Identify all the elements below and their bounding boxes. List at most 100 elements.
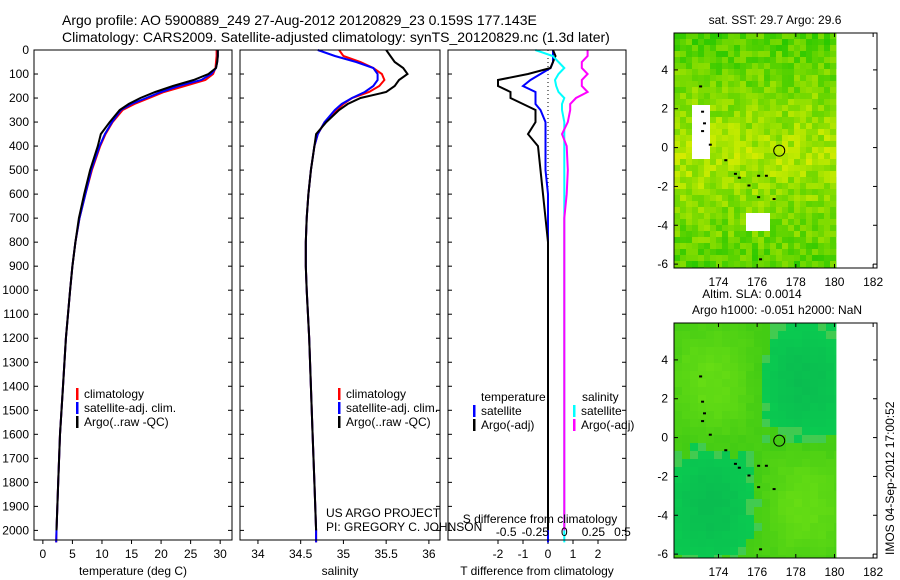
heatmap-cell (752, 45, 758, 51)
heatmap-cell (812, 63, 818, 69)
heatmap-cell (764, 63, 770, 69)
heatmap-cell (818, 379, 826, 387)
heatmap-cell (722, 183, 728, 189)
heatmap-cell (818, 165, 824, 171)
heatmap-cell (830, 201, 836, 207)
heatmap-cell (788, 237, 794, 243)
heatmap-cell (674, 69, 680, 75)
heatmap-cell (834, 331, 837, 339)
heatmap-cell (674, 123, 680, 129)
heatmap-cell (758, 213, 764, 219)
heatmap-cell (788, 129, 794, 135)
heatmap-cell (710, 57, 716, 63)
heatmap-cell (710, 207, 716, 213)
heatmap-cell (794, 355, 802, 363)
heatmap-cell (704, 87, 710, 93)
heatmap-cell (706, 539, 714, 547)
heatmap-cell (674, 45, 680, 51)
heatmap-cell (716, 123, 722, 129)
heatmap-cell (680, 225, 686, 231)
heatmap-cell (794, 87, 800, 93)
heatmap-cell (758, 255, 764, 261)
heatmap-cell (806, 261, 812, 267)
heatmap-cell (692, 135, 698, 141)
heatmap-cell (734, 87, 740, 93)
heatmap-cell (826, 403, 834, 411)
heatmap-cell (692, 171, 698, 177)
heatmap-cell (786, 539, 794, 547)
heatmap-cell (710, 255, 716, 261)
heatmap-cell (794, 135, 800, 141)
heatmap-cell (778, 363, 786, 371)
heatmap-cell (698, 39, 704, 45)
heatmap-cell (818, 153, 824, 159)
heatmap-cell (730, 427, 738, 435)
heatmap-cell (730, 451, 738, 459)
heatmap-cell (770, 117, 776, 123)
heatmap-cell (738, 539, 746, 547)
heatmap-cell (734, 231, 740, 237)
heatmap-cell (826, 555, 834, 558)
heatmap-cell (810, 475, 818, 483)
heatmap-cell (692, 261, 698, 267)
heatmap-cell (740, 195, 746, 201)
heatmap-cell (728, 255, 734, 261)
heatmap-cell (762, 523, 770, 531)
heatmap-cell (794, 195, 800, 201)
heatmap-cell (722, 219, 728, 225)
lat-tick-label: 4 (661, 353, 668, 367)
series-line-argo-raw-qc- (55, 50, 219, 531)
heatmap-cell (826, 379, 834, 387)
plot-frame (33, 49, 233, 541)
heatmap-cell (716, 117, 722, 123)
heatmap-cell (728, 63, 734, 69)
heatmap-cell (818, 63, 824, 69)
heatmap-cell (722, 189, 728, 195)
heatmap-cell (716, 147, 722, 153)
map-frame (673, 322, 878, 559)
heatmap-cell (830, 243, 836, 249)
heatmap-cell (806, 213, 812, 219)
heatmap-cell (834, 467, 837, 475)
heatmap-cell (778, 467, 786, 475)
heatmap-cell (682, 371, 690, 379)
heatmap-cell (722, 129, 728, 135)
heatmap-cell (752, 207, 758, 213)
heatmap-cell (738, 427, 746, 435)
x-tick-label: 36 (422, 547, 436, 561)
heatmap-cell (818, 201, 824, 207)
heatmap-cell (788, 183, 794, 189)
lon-tick-label: 180 (824, 275, 844, 289)
heatmap-cell (746, 387, 754, 395)
heatmap-cell (802, 419, 810, 427)
heatmap-cell (686, 39, 692, 45)
legend-label: Argo(-adj) (581, 418, 634, 432)
heatmap-cell (730, 419, 738, 427)
heatmap-cell (778, 379, 786, 387)
heatmap-cell (740, 81, 746, 87)
heatmap-cell (800, 213, 806, 219)
heatmap-cell (770, 347, 778, 355)
legend-label: climatology (84, 387, 144, 401)
heatmap-cell (830, 129, 836, 135)
heatmap-cell (722, 195, 728, 201)
heatmap-cell (704, 93, 710, 99)
heatmap-cell (824, 123, 830, 129)
heatmap-cell (722, 507, 730, 515)
heatmap-cell (698, 81, 704, 87)
heatmap-cell (728, 135, 734, 141)
heatmap-cell (776, 81, 782, 87)
heatmap-cell (758, 87, 764, 93)
heatmap-cell (674, 499, 682, 507)
heatmap-cell (802, 467, 810, 475)
heatmap-cell (762, 483, 770, 491)
heatmap-cell (824, 255, 830, 261)
heatmap-cell (698, 523, 706, 531)
heatmap-cell (730, 379, 738, 387)
heatmap-cell (764, 69, 770, 75)
heatmap-cell (714, 427, 722, 435)
heatmap-cell (752, 159, 758, 165)
depth-tick-label: 500 (9, 163, 29, 177)
x-tick-label: 1 (570, 547, 577, 561)
salinity-panel: 34 34.5 35 35.5 36salinityclimatologysatelli… (239, 49, 441, 578)
